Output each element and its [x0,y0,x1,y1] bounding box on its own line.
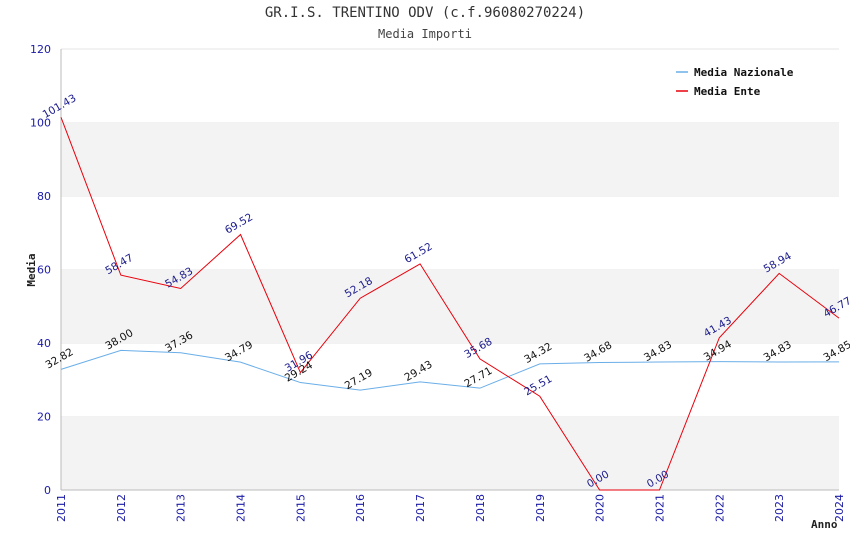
x-tick-label: 2023 [773,494,786,522]
legend: Media Nazionale Media Ente [670,60,809,101]
chart-subtitle: Media Importi [378,27,472,41]
x-tick-label: 2012 [115,494,128,522]
x-tick-label: 2020 [594,494,607,522]
x-tick-label: 2019 [534,494,547,522]
x-axis-label: Anno [811,518,838,531]
grid-bands [61,48,839,490]
legend-box [670,60,809,101]
legend-entry: Media Ente [694,85,761,98]
x-tick-label: 2017 [414,494,427,522]
x-tick-label: 2018 [474,494,487,522]
grid-band [61,343,839,417]
y-tick-label: 80 [37,190,51,203]
x-tick-label: 2013 [175,494,188,522]
y-tick-label: 40 [37,337,51,350]
series-line-media-nazionale [60,349,840,391]
grid-band [61,269,839,343]
y-tick-label: 60 [37,264,51,277]
y-ticks: 0 20 40 60 80 100 120 [30,43,51,497]
x-tick-label: 2016 [354,494,367,522]
y-tick-label: 20 [37,411,51,424]
axes [60,49,839,491]
chart-title: GR.I.S. TRENTINO ODV (c.f.96080270224) [264,5,586,21]
series-line-media-ente [60,117,840,491]
x-tick-label: 2015 [294,494,307,522]
grid-band [61,416,839,490]
grid-band [61,122,839,196]
x-tick-label: 2022 [713,494,726,522]
y-axis-label: Media [25,253,38,286]
x-tick-label: 2011 [55,494,68,522]
y-tick-label: 100 [30,117,51,130]
y-tick-label: 0 [44,484,51,497]
x-tick-label: 2014 [235,494,248,522]
series-lines [60,117,840,491]
x-tick-label: 2021 [653,494,666,522]
y-tick-label: 120 [30,43,51,56]
legend-entry: Media Nazionale [694,66,794,79]
x-tick-label: 2024 [833,494,846,522]
x-ticks: 2011 2012 2013 2014 2015 2016 2017 2018 2019 2020… [55,494,846,522]
grid-band [61,196,839,270]
